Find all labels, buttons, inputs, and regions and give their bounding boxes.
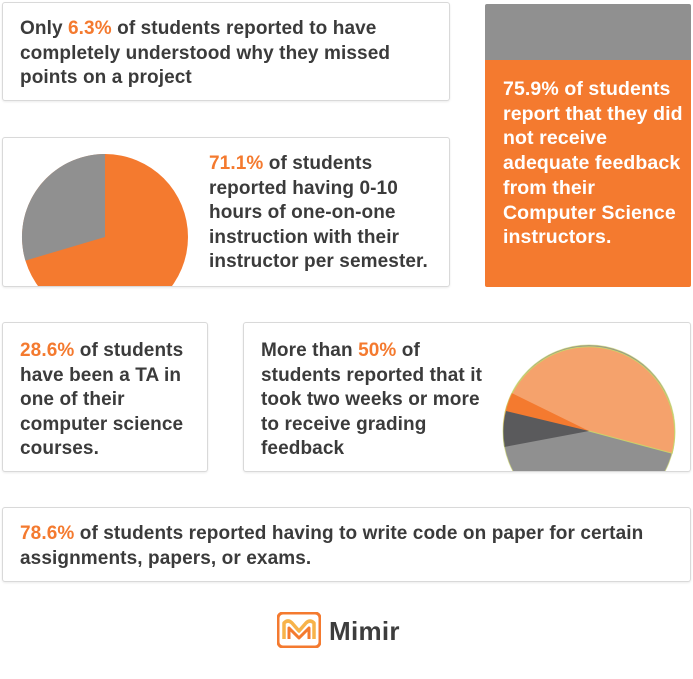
stat-text: of students reported having 0-10 hours o… bbox=[209, 153, 428, 272]
pie-outline bbox=[502, 344, 676, 471]
stat-card-missed-points: Only 6.3% of students reported to have c… bbox=[2, 2, 450, 101]
stat-text-feedback: 75.9% of students report that they did n… bbox=[503, 77, 683, 250]
card-header-band bbox=[485, 4, 691, 60]
stat-prefix: Only bbox=[20, 18, 69, 39]
stat-text-missed-points: Only 6.3% of students reported to have c… bbox=[20, 17, 440, 91]
mimir-logo-icon bbox=[277, 612, 321, 648]
stat-percent: 78.6% bbox=[20, 523, 75, 544]
mimir-wordmark: Mimir bbox=[329, 616, 400, 646]
stat-text-ta: 28.6% of students have been a TA in one … bbox=[20, 339, 205, 462]
stat-percent: 75.9% bbox=[503, 78, 559, 100]
pie-slice-minority bbox=[21, 154, 105, 261]
stat-percent: 6.3% bbox=[68, 18, 112, 39]
pie-slice-light-orange bbox=[504, 346, 676, 454]
pie-slice-dark bbox=[503, 411, 589, 447]
stat-card-ta: 28.6% of students have been a TA in one … bbox=[2, 322, 208, 472]
stat-text: of students report that they did not rec… bbox=[503, 78, 683, 249]
stat-percent: 71.1% bbox=[209, 153, 264, 174]
stat-card-paper-code: 78.6% of students reported having to wri… bbox=[2, 507, 691, 582]
stat-text: of students have been a TA in one of the… bbox=[20, 340, 184, 459]
stat-text-one-on-one: 71.1% of students reported having 0-10 h… bbox=[209, 152, 447, 275]
pie-chart-grading bbox=[502, 344, 676, 471]
stat-card-one-on-one: 71.1% of students reported having 0-10 h… bbox=[2, 137, 450, 287]
stat-card-grading: More than 50% of students reported that … bbox=[243, 322, 691, 472]
pie-chart-one-on-one bbox=[21, 154, 188, 286]
stat-text-grading: More than 50% of students reported that … bbox=[261, 339, 491, 462]
stat-text: of students reported to have completely … bbox=[20, 18, 391, 88]
stat-text-paper-code: 78.6% of students reported having to wri… bbox=[20, 522, 685, 571]
stat-percent: 50% bbox=[358, 340, 397, 361]
stat-prefix: More than bbox=[261, 340, 359, 361]
stat-card-feedback: 75.9% of students report that they did n… bbox=[485, 4, 691, 287]
stat-text: of students reported that it took two we… bbox=[261, 340, 483, 459]
card-body-band bbox=[485, 60, 691, 287]
stat-percent: 28.6% bbox=[20, 340, 75, 361]
stat-text: of students reported having to write cod… bbox=[20, 523, 644, 569]
